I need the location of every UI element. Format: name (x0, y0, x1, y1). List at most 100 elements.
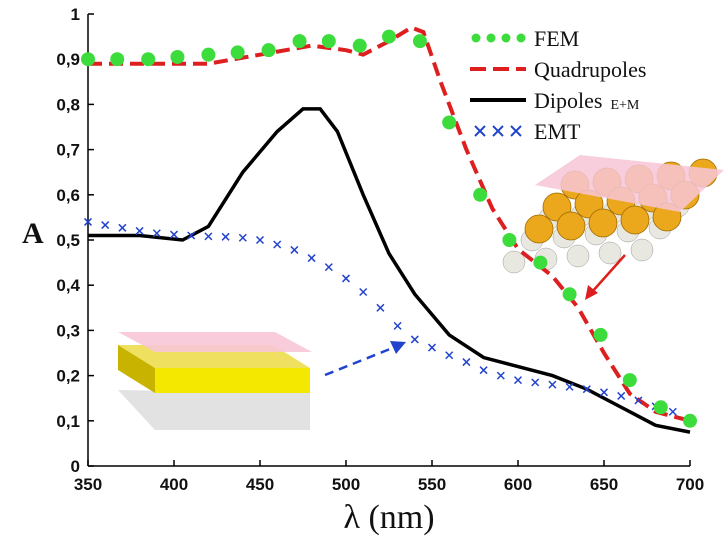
y-tick-label: 0,4 (56, 276, 80, 295)
legend-swatch (474, 125, 486, 137)
x-tick-label: 450 (246, 475, 274, 494)
data-point (324, 263, 333, 272)
y-tick-label: 0 (71, 457, 80, 476)
x-tick-label: 550 (418, 475, 446, 494)
data-point (442, 115, 457, 130)
data-point (445, 351, 454, 360)
data-point (255, 235, 265, 245)
x-tick-label: 500 (332, 475, 360, 494)
y-tick-label: 0,6 (56, 186, 80, 205)
data-point (135, 226, 144, 235)
data-point (341, 274, 351, 283)
data-point (321, 34, 336, 49)
data-point (83, 217, 93, 226)
sphere (588, 208, 618, 238)
data-point (101, 221, 110, 230)
data-point (462, 358, 471, 367)
data-point (230, 45, 245, 60)
data-point (393, 321, 402, 330)
data-point (376, 303, 385, 312)
y-tick-label: 0,9 (56, 50, 80, 69)
series-line (88, 107, 691, 434)
data-point (201, 47, 216, 62)
sphere (566, 244, 590, 268)
data-point (427, 343, 437, 352)
data-point (617, 391, 626, 400)
data-point (479, 366, 488, 375)
data-point (382, 29, 396, 44)
sphere (630, 238, 654, 262)
legend-swatch (486, 33, 496, 43)
sphere (556, 211, 586, 241)
data-point (169, 230, 179, 239)
data-point (141, 52, 156, 67)
slab-arrow (324, 345, 396, 377)
data-point (110, 52, 125, 67)
data-point (622, 373, 637, 388)
sphere (524, 214, 554, 244)
data-point (221, 232, 230, 241)
data-point (668, 407, 677, 416)
legend-entry: EMT (474, 119, 581, 144)
y-tick-label: 0,2 (56, 367, 80, 386)
data-point (496, 371, 505, 380)
slab-arrowhead (390, 341, 406, 354)
legend-swatch (471, 33, 481, 43)
legend-swatch (510, 125, 522, 137)
data-point (187, 231, 196, 240)
legend-label-suffix: E+M (610, 98, 639, 113)
legend-label: EMT (534, 119, 581, 144)
spheres-inset (502, 155, 724, 274)
y-tick-label: 1 (71, 5, 80, 24)
data-point (204, 232, 213, 241)
legend-entry: Dipoles E+M (470, 88, 640, 113)
data-point (683, 413, 697, 428)
data-point (261, 43, 276, 58)
data-point (562, 287, 577, 302)
legend-label: Quadrupoles (534, 57, 646, 82)
legend-swatch (492, 125, 504, 137)
y-tick-label: 0,7 (56, 141, 80, 160)
x-tick-label: 350 (74, 475, 102, 494)
y-axis-label: A (22, 217, 44, 250)
legend-entry: FEM (471, 26, 579, 51)
legend-label: Dipoles (534, 88, 602, 113)
data-point (292, 34, 307, 49)
data-point (290, 245, 299, 254)
y-tick-label: 0,1 (56, 412, 80, 431)
x-tick-label: 700 (676, 475, 704, 494)
data-point (307, 254, 316, 263)
data-point (582, 385, 591, 394)
x-tick-label: 400 (160, 475, 188, 494)
data-point (170, 49, 185, 64)
data-point (352, 38, 367, 53)
x-axis-label: λ (nm) (343, 499, 434, 536)
data-point (412, 34, 427, 49)
sphere (502, 250, 526, 274)
data-point (118, 223, 127, 232)
data-point (565, 382, 574, 391)
legend-entry: Quadrupoles (470, 57, 646, 82)
data-point (152, 229, 161, 238)
data-point (81, 52, 95, 67)
data-point (599, 388, 609, 397)
data-point (593, 327, 608, 342)
data-point (634, 396, 643, 405)
data-point (548, 380, 557, 389)
spheres-arrowhead (585, 285, 598, 300)
slab-inset (118, 332, 312, 430)
data-point (473, 187, 488, 202)
data-point (513, 376, 523, 385)
x-tick-label: 650 (590, 475, 618, 494)
y-tick-label: 0,3 (56, 321, 80, 340)
legend-swatch (501, 33, 511, 43)
x-tick-label: 600 (504, 475, 532, 494)
legend-label: FEM (534, 26, 579, 51)
y-tick-label: 0,5 (56, 231, 80, 250)
data-point (410, 335, 419, 344)
spheres-arrow (591, 254, 626, 293)
data-point (359, 287, 368, 297)
data-point (653, 400, 668, 415)
data-point (502, 233, 517, 247)
